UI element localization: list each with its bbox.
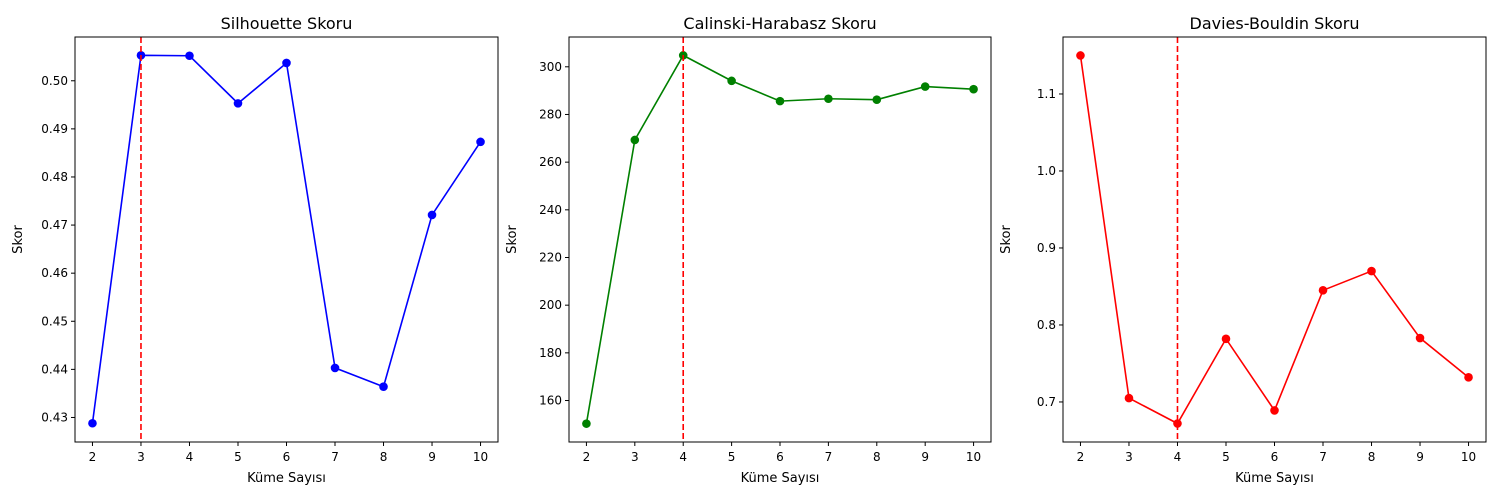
x-tick-label: 4 — [1174, 450, 1182, 464]
x-tick-label: 6 — [776, 450, 784, 464]
y-tick-label: 0.44 — [41, 362, 68, 376]
data-point — [1318, 286, 1328, 295]
data-point — [476, 137, 485, 147]
data-point — [582, 419, 591, 428]
y-tick-label: 180 — [539, 346, 562, 360]
x-tick-label: 6 — [283, 450, 291, 464]
x-tick-label: 8 — [380, 450, 388, 464]
data-point — [282, 58, 291, 68]
x-tick-label: 10 — [473, 450, 488, 464]
data-point — [872, 95, 882, 104]
x-tick-label: 10 — [1461, 450, 1476, 464]
x-tick-label: 9 — [428, 450, 436, 464]
chart-title: Silhouette Skoru — [221, 14, 353, 33]
y-axis-label: Skor — [11, 225, 26, 254]
y-tick-label: 1.0 — [1037, 164, 1056, 178]
data-point — [727, 76, 736, 86]
x-tick-label: 2 — [89, 450, 97, 464]
y-axis-label: Skor — [505, 225, 520, 254]
y-tick-label: 260 — [539, 155, 562, 169]
y-tick-label: 0.43 — [41, 410, 68, 424]
data-point — [1124, 393, 1134, 403]
plot-frame — [74, 36, 499, 443]
data-point — [88, 418, 97, 428]
data-point — [824, 94, 833, 104]
x-tick-label: 2 — [583, 450, 591, 464]
x-tick-label: 4 — [679, 450, 687, 464]
x-tick-label: 5 — [234, 450, 242, 464]
data-point — [1415, 333, 1425, 343]
chart-title: Calinski-Harabasz Skoru — [683, 14, 876, 33]
x-tick-label: 4 — [186, 450, 194, 464]
y-tick-label: 220 — [539, 250, 562, 264]
data-point — [185, 51, 194, 61]
x-tick-label: 9 — [1416, 450, 1424, 464]
y-tick-label: 160 — [539, 394, 562, 408]
y-tick-label: 0.49 — [41, 122, 68, 136]
y-tick-label: 0.48 — [41, 170, 68, 184]
x-axis-label: Küme Sayısı — [741, 471, 820, 486]
data-point — [379, 382, 388, 391]
y-tick-label: 1.1 — [1037, 87, 1056, 101]
chart-panel-2: Calinski-Harabasz Skoru 2 3 4 5 6 7 8 9 10 160 180 2… — [505, 14, 992, 486]
x-axis-label: Küme Sayısı — [247, 471, 326, 486]
data-point — [1221, 334, 1231, 344]
x-tick-label: 8 — [873, 450, 881, 464]
y-tick-label: 0.45 — [41, 314, 68, 328]
y-tick-label: 280 — [539, 107, 562, 121]
y-tick-label: 300 — [539, 60, 562, 74]
data-point — [330, 363, 340, 373]
x-tick-label: 9 — [921, 450, 929, 464]
plot-frame — [1062, 36, 1487, 443]
y-tick-label: 0.8 — [1037, 318, 1056, 332]
data-point — [427, 210, 437, 220]
data-point — [1464, 373, 1473, 382]
x-tick-label: 3 — [137, 450, 145, 464]
data-point — [233, 99, 243, 108]
x-tick-label: 10 — [966, 450, 981, 464]
chart-panel-1: Silhouette Skoru 2 3 4 5 6 7 8 9 10 0.43 0.44 0.45 0.… — [11, 14, 499, 486]
y-tick-label: 0.7 — [1037, 395, 1056, 409]
data-point — [630, 135, 640, 145]
data-point — [775, 96, 785, 106]
y-tick-label: 0.46 — [41, 266, 68, 280]
x-tick-label: 7 — [825, 450, 833, 464]
data-point — [1270, 406, 1279, 415]
y-tick-label: 0.50 — [41, 74, 68, 88]
x-tick-label: 5 — [728, 450, 736, 464]
data-point — [1173, 419, 1182, 428]
data-point — [969, 84, 978, 94]
x-tick-label: 6 — [1271, 450, 1279, 464]
x-tick-label: 7 — [331, 450, 339, 464]
y-tick-label: 200 — [539, 298, 562, 312]
y-tick-label: 0.47 — [41, 218, 68, 232]
x-tick-label: 3 — [1125, 450, 1133, 464]
chart-panel-3: Davies-Bouldin Skoru 2 3 4 5 6 7 8 9 10 0.7 0.8 0.9 1… — [999, 14, 1487, 486]
x-tick-label: 7 — [1319, 450, 1327, 464]
y-tick-label: 0.9 — [1037, 241, 1056, 255]
x-tick-label: 5 — [1222, 450, 1230, 464]
data-point — [920, 82, 930, 91]
x-tick-label: 2 — [1077, 450, 1085, 464]
x-tick-label: 8 — [1368, 450, 1376, 464]
chart-title: Davies-Bouldin Skoru — [1190, 14, 1360, 33]
data-point — [1076, 51, 1085, 60]
x-axis-label: Küme Sayısı — [1235, 471, 1314, 486]
data-point — [1367, 266, 1376, 276]
x-tick-label: 3 — [631, 450, 639, 464]
y-axis-label: Skor — [999, 225, 1014, 254]
plot-frame — [568, 36, 992, 443]
y-tick-label: 240 — [539, 203, 562, 217]
